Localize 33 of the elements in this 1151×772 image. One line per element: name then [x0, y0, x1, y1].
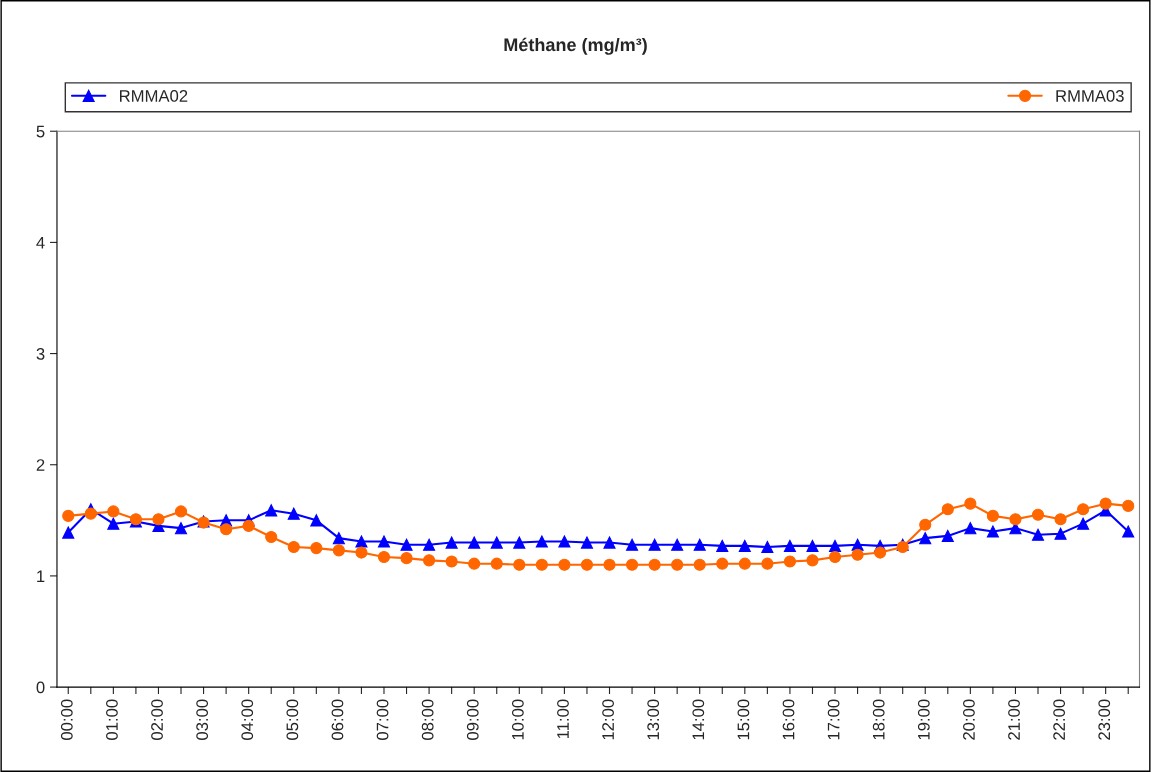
- x-tick-label: 21:00: [1008, 699, 1020, 740]
- x-tick-label: 14:00: [692, 699, 705, 740]
- x-tick-label: 07:00: [376, 699, 389, 740]
- chart-title: Méthane (mg/m³): [504, 37, 647, 55]
- x-tick-label: 10:00: [511, 699, 524, 740]
- x-tick-label: 16:00: [782, 699, 795, 740]
- x-tick-label: 13:00: [647, 699, 660, 740]
- x-tick-label: 00:00: [60, 699, 73, 740]
- x-tick-label: 23:00: [1098, 699, 1111, 740]
- x-tick-label: 05:00: [286, 699, 299, 740]
- x-tick-label: 17:00: [827, 699, 840, 740]
- y-tick-label: 2: [36, 459, 45, 471]
- y-tick-label: 3: [36, 347, 45, 360]
- y-tick-label: 0: [36, 681, 45, 694]
- y-tick-label: 5: [36, 125, 45, 138]
- x-tick-label: 09:00: [466, 699, 479, 740]
- x-tick-label: 19:00: [917, 699, 930, 740]
- x-tick-label: 20:00: [963, 699, 975, 740]
- x-tick-label: 12:00: [602, 699, 614, 740]
- legend-label: RMMA03: [1056, 90, 1124, 102]
- x-tick-label: 22:00: [1053, 699, 1066, 740]
- x-tick-label: 18:00: [872, 699, 885, 740]
- x-tick-label: 06:00: [331, 699, 344, 740]
- x-tick-label: 01:00: [106, 699, 118, 740]
- x-tick-label: 02:00: [151, 699, 163, 740]
- y-tick-label: 4: [36, 236, 45, 249]
- x-tick-label: 03:00: [196, 699, 209, 740]
- y-tick-label: 1: [37, 570, 45, 582]
- x-tick-label: 11:00: [557, 699, 569, 739]
- legend-label: RMMA02: [120, 90, 188, 102]
- x-tick-label: 04:00: [241, 699, 254, 740]
- x-tick-label: 08:00: [421, 699, 434, 740]
- x-tick-label: 15:00: [737, 699, 750, 740]
